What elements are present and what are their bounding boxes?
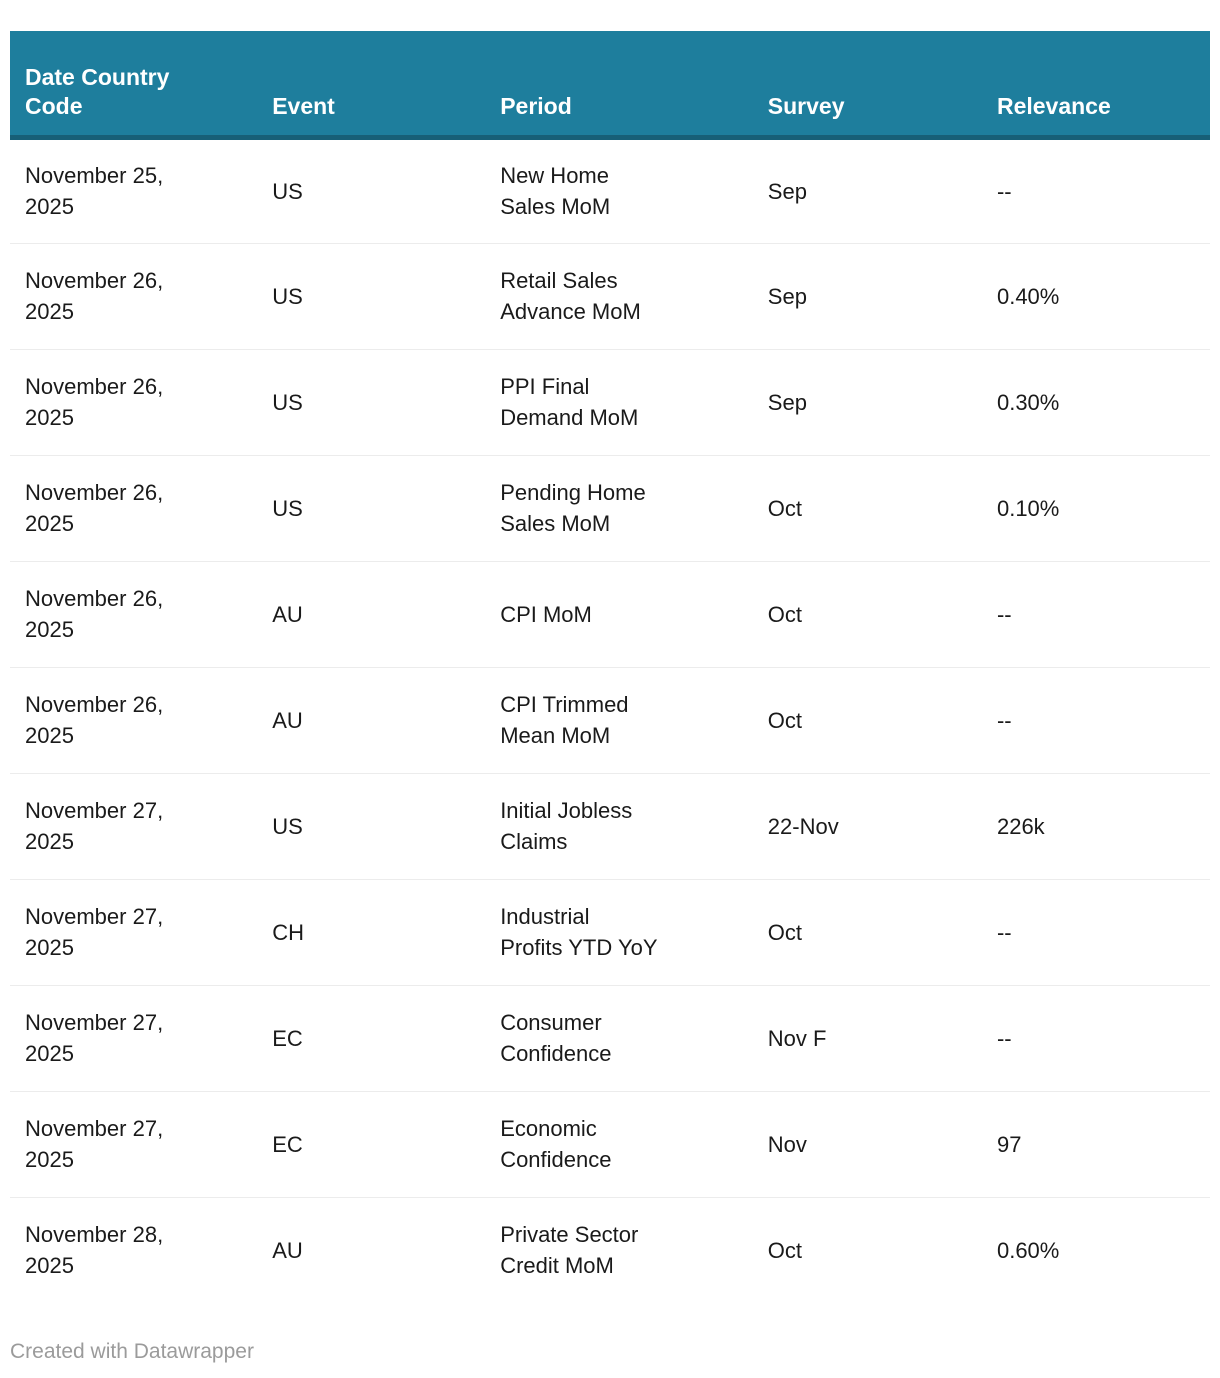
- table-cell-date-country-code: November 26, 2025: [10, 560, 258, 667]
- table-cell-date-country-code: November 26, 2025: [10, 666, 258, 773]
- table-cell-event: US: [257, 137, 486, 243]
- table-cell-period: CPI MoM: [485, 560, 753, 667]
- table-cell-relevance: --: [981, 666, 1210, 773]
- table-cell-event: US: [257, 454, 486, 561]
- header-row: Date Country Code Event Period Survey Re…: [10, 31, 1210, 140]
- table-cell-event: AU: [257, 560, 486, 667]
- column-header-event: Event: [257, 31, 486, 140]
- table-cell-relevance: 0.30%: [981, 348, 1210, 455]
- table-cell-event: AU: [257, 666, 486, 773]
- table-cell-relevance: 97: [981, 1090, 1210, 1197]
- column-header-relevance: Relevance: [981, 31, 1210, 140]
- table-cell-period: CPI Trimmed Mean MoM: [485, 666, 753, 773]
- table-cell-event: EC: [257, 1090, 486, 1197]
- table-row: November 28, 2025 AU Private Sector Credit…: [10, 1196, 1210, 1303]
- table-cell-survey: Oct: [752, 666, 982, 773]
- table-row: November 27, 2025 CH Industrial Profits YT…: [10, 878, 1210, 985]
- column-header-period: Period: [485, 31, 753, 140]
- table-cell-relevance: 0.60%: [981, 1196, 1210, 1303]
- table-cell-survey: Nov F: [752, 984, 982, 1091]
- economic-calendar-table: Date Country Code Event Period Survey Re…: [10, 31, 1210, 1303]
- table-cell-survey: Sep: [752, 348, 982, 455]
- table-cell-period: Economic Confidence: [485, 1090, 753, 1197]
- table-cell-event: US: [257, 242, 486, 349]
- table-cell-period: Consumer Confidence: [485, 984, 753, 1091]
- table-cell-event: US: [257, 772, 486, 879]
- table-cell-relevance: 0.10%: [981, 454, 1210, 561]
- table-cell-period: New Home Sales MoM: [485, 137, 753, 243]
- table-cell-relevance: 0.40%: [981, 242, 1210, 349]
- table-cell-date-country-code: November 27, 2025: [10, 984, 258, 1091]
- table-cell-relevance: --: [981, 137, 1210, 243]
- table-row: November 27, 2025 EC Consumer Confidence No…: [10, 984, 1210, 1091]
- table-row: November 26, 2025 US PPI Final Demand MoM S…: [10, 348, 1210, 455]
- table-cell-relevance: --: [981, 878, 1210, 985]
- table-cell-survey: Oct: [752, 560, 982, 667]
- table-cell-date-country-code: November 27, 2025: [10, 1090, 258, 1197]
- table-header: Date Country Code Event Period Survey Re…: [10, 31, 1210, 140]
- table-body: November 25, 2025 US New Home Sales MoM Sep…: [10, 137, 1210, 1303]
- table-row: November 26, 2025 AU CPI MoM Oct --: [10, 560, 1210, 667]
- table-cell-period: Private Sector Credit MoM: [485, 1196, 753, 1303]
- table-row: November 27, 2025 EC Economic Confidence No…: [10, 1090, 1210, 1197]
- table-cell-date-country-code: November 27, 2025: [10, 772, 258, 879]
- table-cell-survey: Oct: [752, 1196, 982, 1303]
- table-row: November 26, 2025 AU CPI Trimmed Mean MoM O…: [10, 666, 1210, 773]
- table-cell-survey: Oct: [752, 454, 982, 561]
- table-cell-date-country-code: November 25, 2025: [10, 137, 258, 243]
- table-cell-event: EC: [257, 984, 486, 1091]
- table-cell-date-country-code: November 26, 2025: [10, 348, 258, 455]
- table-row: November 25, 2025 US New Home Sales MoM Sep…: [10, 137, 1210, 243]
- table-cell-relevance: --: [981, 984, 1210, 1091]
- table-cell-event: US: [257, 348, 486, 455]
- table-cell-relevance: --: [981, 560, 1210, 667]
- table-cell-period: Industrial Profits YTD YoY: [485, 878, 753, 985]
- table-cell-date-country-code: November 28, 2025: [10, 1196, 258, 1303]
- table-cell-date-country-code: November 27, 2025: [10, 878, 258, 985]
- table-cell-date-country-code: November 26, 2025: [10, 242, 258, 349]
- table-row: November 27, 2025 US Initial Jobless Claim…: [10, 772, 1210, 879]
- datawrapper-credit-link[interactable]: Created with Datawrapper: [10, 1340, 254, 1363]
- table-footer: Created with Datawrapper: [0, 1303, 1220, 1364]
- table-cell-event: CH: [257, 878, 486, 985]
- table-cell-survey: Oct: [752, 878, 982, 985]
- table-row: November 26, 2025 US Retail Sales Advance …: [10, 242, 1210, 349]
- column-header-survey: Survey: [752, 31, 982, 140]
- table-container: Date Country Code Event Period Survey Re…: [10, 31, 1210, 1303]
- table-cell-survey: Sep: [752, 137, 982, 243]
- table-cell-survey: Sep: [752, 242, 982, 349]
- table-cell-relevance: 226k: [981, 772, 1210, 879]
- table-cell-period: Pending Home Sales MoM: [485, 454, 753, 561]
- table-row: November 26, 2025 US Pending Home Sales Mo…: [10, 454, 1210, 561]
- table-cell-survey: Nov: [752, 1090, 982, 1197]
- table-cell-period: PPI Final Demand MoM: [485, 348, 753, 455]
- table-cell-event: AU: [257, 1196, 486, 1303]
- column-header-date-country-code: Date Country Code: [10, 31, 258, 140]
- table-cell-period: Retail Sales Advance MoM: [485, 242, 753, 349]
- table-cell-survey: 22-Nov: [752, 772, 982, 879]
- table-cell-period: Initial Jobless Claims: [485, 772, 753, 879]
- table-cell-date-country-code: November 26, 2025: [10, 454, 258, 561]
